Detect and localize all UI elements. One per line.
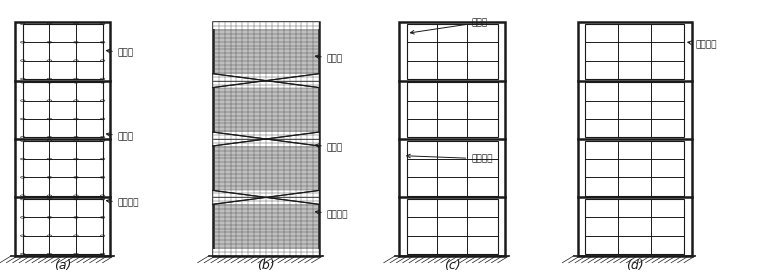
- Text: 主框架: 主框架: [315, 54, 343, 63]
- Bar: [213, 249, 319, 256]
- Bar: [585, 82, 684, 137]
- Bar: [213, 74, 319, 88]
- Text: 主框架: 主框架: [106, 49, 134, 58]
- Bar: [213, 22, 319, 29]
- Bar: [15, 22, 110, 256]
- Bar: [23, 199, 103, 254]
- Text: 次框架: 次框架: [315, 143, 343, 152]
- Text: 减振装置: 减振装置: [106, 199, 139, 208]
- Bar: [407, 82, 498, 137]
- Text: 附加柱: 附加柱: [410, 18, 487, 34]
- Text: (a): (a): [54, 259, 71, 272]
- Bar: [407, 199, 498, 254]
- Bar: [23, 82, 103, 137]
- Text: 减振装置: 减振装置: [688, 40, 717, 49]
- Bar: [585, 141, 684, 196]
- Bar: [407, 141, 498, 196]
- Bar: [578, 22, 692, 256]
- Bar: [23, 141, 103, 196]
- Bar: [585, 24, 684, 79]
- Text: 减振装置: 减振装置: [315, 210, 348, 219]
- Bar: [213, 132, 319, 146]
- Bar: [399, 22, 505, 256]
- Bar: [407, 24, 498, 79]
- Bar: [213, 22, 319, 256]
- Text: 减振装置: 减振装置: [407, 154, 492, 163]
- Bar: [585, 199, 684, 254]
- Text: (b): (b): [257, 259, 275, 272]
- Bar: [213, 22, 319, 256]
- Text: (c): (c): [444, 259, 461, 272]
- Text: 次框架: 次框架: [106, 132, 134, 141]
- Bar: [23, 24, 103, 79]
- Text: (d): (d): [625, 259, 644, 272]
- Bar: [213, 190, 319, 204]
